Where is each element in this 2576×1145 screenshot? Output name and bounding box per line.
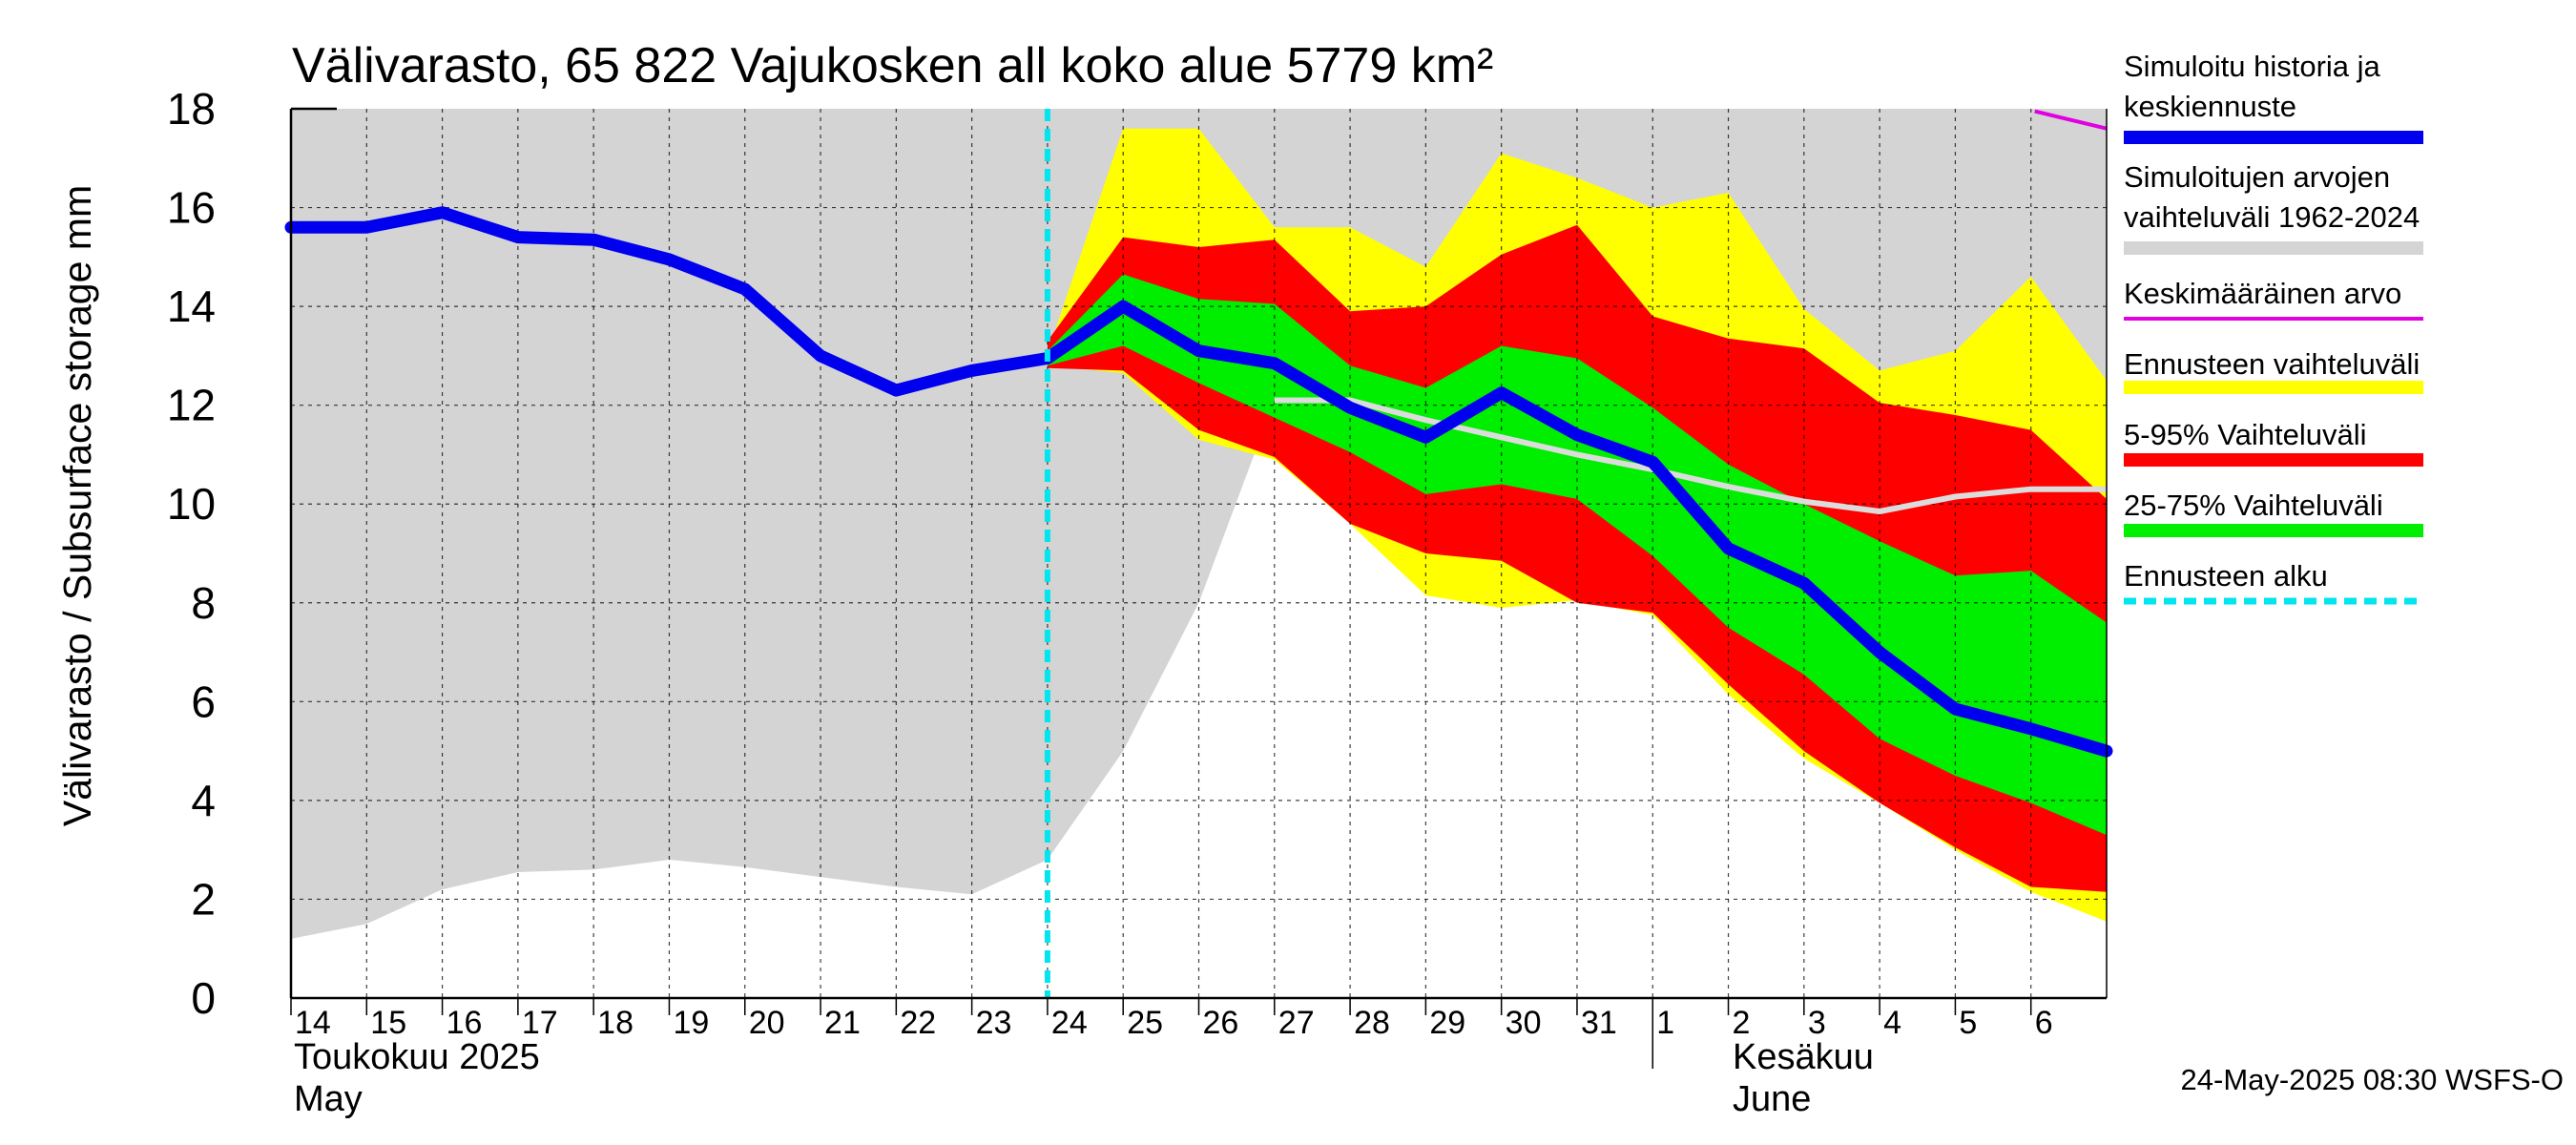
y-tick-label: 16 — [167, 183, 216, 233]
x-tick-label: 14 — [295, 1005, 331, 1041]
y-tick-label: 4 — [191, 776, 216, 825]
chart-title: Välivarasto, 65 822 Vajukosken all koko … — [292, 38, 1493, 94]
legend: Simuloitu historia ja keskiennuste Simuloi… — [2124, 50, 2423, 605]
median-line — [284, 206, 2113, 758]
y-tick-label: 6 — [191, 677, 216, 726]
legend-label: keskiennuste — [2124, 90, 2296, 123]
x-tick-label: 4 — [1883, 1005, 1901, 1041]
x-tick-label: 15 — [370, 1005, 406, 1041]
y-tick-label: 0 — [191, 973, 216, 1023]
legend-label: 5-95% Vaihteluväli — [2124, 418, 2366, 451]
x-tick-label: 3 — [1808, 1005, 1826, 1041]
legend-label: Keskimääräinen arvo — [2124, 277, 2401, 310]
month-label-june-fi: Kesäkuu — [1733, 1037, 1874, 1077]
x-tick-label: 20 — [749, 1005, 785, 1041]
x-tick-label: 23 — [976, 1005, 1012, 1041]
y-tick-label: 18 — [167, 84, 216, 134]
p25-75-area — [1047, 274, 2107, 836]
x-tick-label: 19 — [673, 1005, 709, 1041]
series-lines-layer — [284, 109, 2113, 998]
legend-label: Simuloitu historia ja — [2124, 50, 2381, 83]
y-tick-label: 12 — [167, 381, 216, 430]
x-tick-label: 31 — [1581, 1005, 1617, 1041]
x-tick-label: 28 — [1354, 1005, 1390, 1041]
footer-timestamp: 24-May-2025 08:30 WSFS-O — [2181, 1063, 2564, 1096]
legend-label: Ennusteen alku — [2124, 559, 2328, 593]
x-tick-label: 26 — [1203, 1005, 1239, 1041]
x-tick-label: 24 — [1051, 1005, 1088, 1041]
y-tick-labels: 0 2 4 6 8 10 12 14 16 18 — [167, 84, 216, 1023]
x-tick-label: 27 — [1278, 1005, 1315, 1041]
mean-forecast-line — [1274, 397, 2107, 514]
month-label-may-fi: Toukokuu 2025 — [294, 1037, 540, 1077]
y-axis-label: Välivarasto / Subsurface storage mm — [55, 185, 99, 826]
legend-label: vaihteluväli 1962-2024 — [2124, 200, 2420, 234]
x-tick-label: 17 — [522, 1005, 558, 1041]
month-label-june-en: June — [1733, 1079, 1811, 1119]
y-tick-label: 14 — [167, 281, 216, 331]
x-tick-label: 30 — [1506, 1005, 1542, 1041]
x-tick-label: 22 — [900, 1005, 936, 1041]
x-tick-label: 16 — [447, 1005, 483, 1041]
x-tick-label: 25 — [1127, 1005, 1163, 1041]
legend-label: 25-75% Vaihteluväli — [2124, 489, 2383, 522]
mean-line — [2034, 109, 2108, 131]
month-label-may-en: May — [294, 1079, 363, 1119]
x-tick-label: 1 — [1656, 1005, 1674, 1041]
x-tick-labels: 14 15 16 17 18 19 20 21 22 23 24 25 26 27 28 29 30 31 1 2 3 4… — [290, 998, 2053, 1041]
y-tick-label: 8 — [191, 578, 216, 628]
x-tick-label: 5 — [1959, 1005, 1977, 1041]
y-tick-label: 2 — [191, 874, 216, 924]
y-tick-label: 10 — [167, 479, 216, 529]
legend-label: Simuloitujen arvojen — [2124, 160, 2390, 194]
x-tick-label: 29 — [1429, 1005, 1465, 1041]
x-tick-label: 2 — [1733, 1005, 1751, 1041]
x-tick-label: 18 — [597, 1005, 634, 1041]
x-tick-label: 6 — [2035, 1005, 2053, 1041]
legend-label: Ennusteen vaihteluväli — [2124, 347, 2420, 381]
x-tick-label: 21 — [824, 1005, 861, 1041]
